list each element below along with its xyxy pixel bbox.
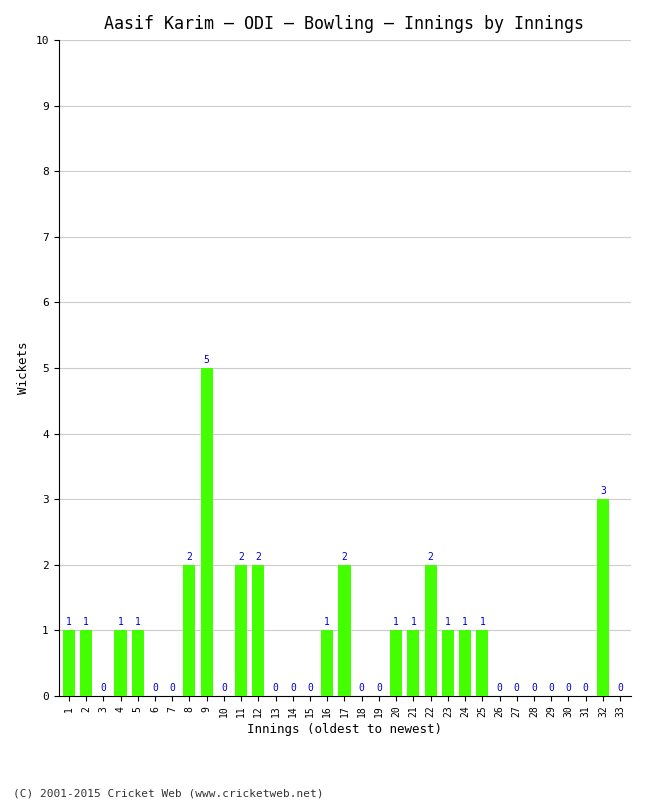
Text: 1: 1 <box>83 617 89 627</box>
Bar <box>235 565 247 696</box>
Text: 0: 0 <box>618 682 623 693</box>
Text: 0: 0 <box>272 682 278 693</box>
Text: 2: 2 <box>341 551 348 562</box>
Text: 0: 0 <box>100 682 106 693</box>
Text: 1: 1 <box>480 617 486 627</box>
Text: 2: 2 <box>428 551 434 562</box>
Text: 3: 3 <box>600 486 606 496</box>
Bar <box>183 565 196 696</box>
Text: 0: 0 <box>152 682 158 693</box>
Bar <box>339 565 350 696</box>
Text: 0: 0 <box>583 682 589 693</box>
Bar <box>321 630 333 696</box>
Text: 0: 0 <box>169 682 175 693</box>
Text: 0: 0 <box>497 682 502 693</box>
Bar <box>201 368 213 696</box>
Text: 2: 2 <box>255 551 261 562</box>
Bar <box>390 630 402 696</box>
Text: 0: 0 <box>566 682 571 693</box>
Bar <box>132 630 144 696</box>
Text: 0: 0 <box>531 682 537 693</box>
Text: 1: 1 <box>135 617 140 627</box>
Text: (C) 2001-2015 Cricket Web (www.cricketweb.net): (C) 2001-2015 Cricket Web (www.cricketwe… <box>13 788 324 798</box>
Text: 0: 0 <box>290 682 296 693</box>
Bar <box>114 630 127 696</box>
Text: 1: 1 <box>66 617 72 627</box>
Bar <box>459 630 471 696</box>
Title: Aasif Karim – ODI – Bowling – Innings by Innings: Aasif Karim – ODI – Bowling – Innings by… <box>105 15 584 33</box>
Y-axis label: Wickets: Wickets <box>17 342 30 394</box>
Bar <box>63 630 75 696</box>
Text: 0: 0 <box>549 682 554 693</box>
X-axis label: Innings (oldest to newest): Innings (oldest to newest) <box>247 723 442 736</box>
Text: 1: 1 <box>445 617 451 627</box>
Bar <box>597 499 609 696</box>
Text: 0: 0 <box>221 682 227 693</box>
Text: 5: 5 <box>203 354 209 365</box>
Bar <box>476 630 488 696</box>
Text: 1: 1 <box>393 617 399 627</box>
Text: 1: 1 <box>324 617 330 627</box>
Text: 1: 1 <box>118 617 124 627</box>
Bar <box>424 565 437 696</box>
Bar <box>252 565 265 696</box>
Text: 0: 0 <box>359 682 365 693</box>
Text: 2: 2 <box>238 551 244 562</box>
Bar <box>442 630 454 696</box>
Text: 0: 0 <box>514 682 520 693</box>
Text: 0: 0 <box>376 682 382 693</box>
Text: 0: 0 <box>307 682 313 693</box>
Text: 2: 2 <box>187 551 192 562</box>
Text: 1: 1 <box>462 617 468 627</box>
Text: 1: 1 <box>411 617 417 627</box>
Bar <box>408 630 419 696</box>
Bar <box>80 630 92 696</box>
